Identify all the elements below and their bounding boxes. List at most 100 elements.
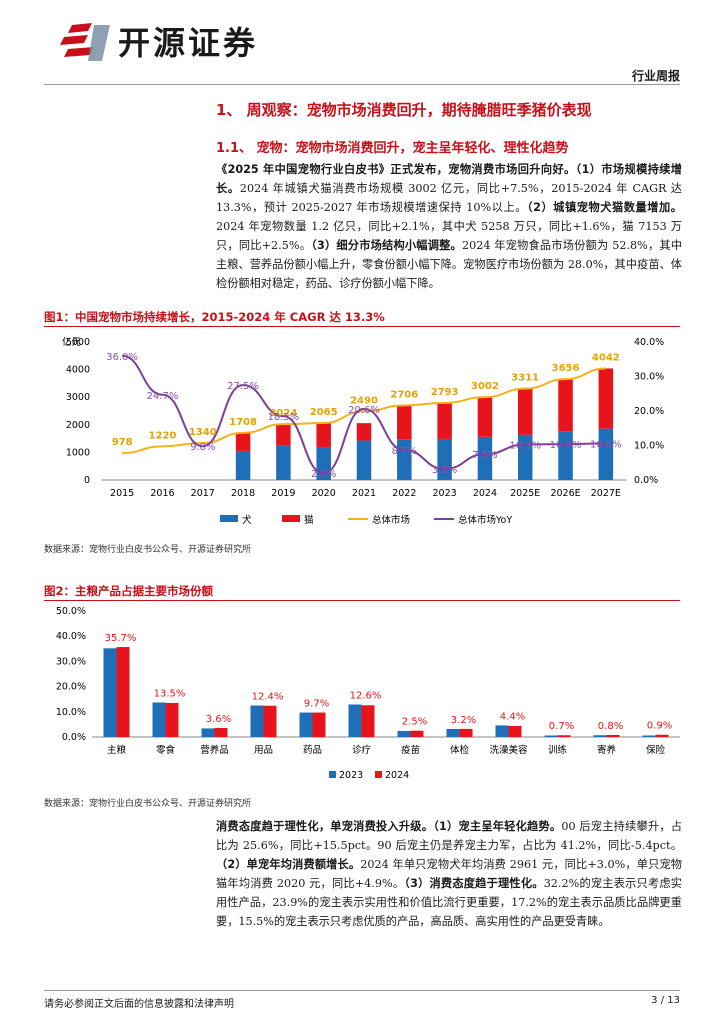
legend-swatch (329, 771, 336, 778)
data-label-2024: 35.7% (105, 633, 137, 644)
data-label-2024: 9.7% (304, 699, 329, 710)
bar-2023 (299, 712, 313, 737)
x-tick-label: 2021 (352, 488, 376, 499)
legend-label: 2024 (385, 770, 409, 781)
bar-cat (316, 423, 331, 448)
logo-icon (60, 23, 110, 61)
figure-2-chart: 0.0% 10.0% 20.0% 30.0% 40.0% 50.0% 主粮 35.7% 零食 13… (56, 606, 680, 781)
x-tick-label: 2025E (510, 488, 540, 499)
x-tick-label: 主粮 (107, 744, 127, 756)
y2-tick-label: 40.0% (634, 337, 664, 348)
line-total-market (122, 367, 606, 455)
x-tick-label: 药品 (303, 745, 322, 756)
x-tick-label: 2026E (550, 488, 580, 499)
bar-2024 (410, 730, 424, 737)
legend-swatch (282, 515, 300, 522)
data-label-yoy: 9.8% (190, 442, 215, 453)
bar-dog (276, 445, 291, 480)
header-divider (44, 84, 680, 85)
x-tick-label: 疫苗 (401, 744, 420, 756)
bar-cat (517, 388, 533, 435)
x-tick-label: 用品 (254, 745, 273, 756)
bar-dog (477, 436, 493, 480)
y-tick-label: 10.0% (56, 707, 86, 718)
page-number: 3 / 13 (651, 995, 680, 1006)
section-heading: 1、 周观察：宠物市场消费回升，期待腌腊旺季猪价表现 (216, 101, 592, 119)
bar-2024 (459, 728, 473, 737)
bar-2024 (557, 735, 571, 737)
x-tick-label: 2018 (231, 488, 255, 499)
x-tick-label: 2016 (150, 488, 174, 499)
bar-2024 (214, 727, 228, 737)
x-tick-label: 2020 (312, 488, 336, 499)
data-label-yoy: 10.3% (509, 440, 541, 451)
data-label-total: 2065 (310, 407, 338, 418)
legend-label: 猫 (304, 514, 314, 526)
bar-2023 (201, 728, 215, 737)
y-tick-label: 4000 (66, 365, 90, 376)
bar-2024 (165, 702, 179, 737)
y-tick-label: 50.0% (56, 606, 86, 617)
bar-2024 (508, 725, 522, 737)
body-paragraph-1: 《2025 年中国宠物行业白皮书》正式发布，宠物消费市场回升向好。（1）市场规模… (216, 163, 683, 290)
legend-label: 总体市场 (372, 514, 410, 526)
data-label-total: 978 (112, 437, 133, 448)
bar-cat (558, 379, 573, 432)
data-label-2024: 13.5% (154, 688, 186, 699)
body-paragraph-2: 消费态度趋于理性化，单宠消费投入升级。（1）宠主呈年轻化趋势。00 后宠主持续攀… (216, 820, 683, 928)
data-label-2024: 12.4% (252, 692, 284, 703)
data-label-total: 3656 (552, 363, 580, 374)
x-tick-label: 营养品 (200, 744, 229, 756)
x-tick-label: 诊疗 (352, 744, 372, 756)
bar-cat (598, 368, 614, 429)
y-tick-label: 0 (84, 475, 90, 486)
footer-disclaimer: 请务必参阅正文后面的信息披露和法律声明 (44, 999, 234, 1010)
data-label-total: 1340 (189, 427, 217, 438)
data-label-total: 2706 (390, 389, 418, 400)
data-label-yoy: 8.7% (392, 446, 417, 457)
bar-cat (276, 424, 291, 446)
data-label-yoy: 10.6% (590, 439, 622, 450)
bar-2023 (544, 735, 558, 737)
bar-2024 (312, 712, 326, 737)
legend-swatch (220, 515, 238, 522)
y-tick-label: 30.0% (56, 656, 86, 667)
x-tick-label: 2017 (191, 488, 215, 499)
data-label-yoy: 24.7% (147, 391, 179, 402)
bar-cat (235, 432, 251, 451)
data-label-total: 2793 (431, 387, 459, 398)
y-tick-label: 0.0% (62, 732, 86, 743)
y-axis-unit: 亿元 (62, 336, 82, 348)
bar-2023 (495, 725, 509, 737)
bar-2023 (152, 702, 166, 737)
figure-1-title: 图1：中国宠物市场持续增长，2015-2024 年 CAGR 达 13.3% (44, 310, 385, 324)
bar-2023 (642, 735, 656, 737)
data-label-total: 4042 (592, 352, 620, 363)
data-label-2024: 12.6% (350, 690, 382, 701)
bar-2024 (606, 734, 620, 737)
x-tick-label: 2015 (110, 488, 134, 499)
bar-dog (558, 431, 573, 480)
bar-dog (356, 440, 372, 480)
data-label-total: 3002 (471, 381, 499, 392)
data-label-2024: 3.6% (206, 714, 231, 725)
bar-2023 (103, 648, 117, 737)
data-label-2024: 0.7% (549, 721, 574, 732)
x-tick-label: 2019 (271, 488, 295, 499)
bar-dog (517, 434, 533, 480)
figure-2-source: 数据来源：宠物行业白皮书公众号、开源证券研究所 (44, 799, 252, 809)
bar-2023 (593, 735, 607, 737)
bar-cat (397, 405, 412, 440)
data-label-yoy: 3.2% (432, 465, 457, 476)
line-total-market-yoy (121, 354, 606, 475)
report-type: 行业周报 (631, 69, 680, 83)
legend-swatch (375, 771, 382, 778)
data-label-yoy: 27.5% (227, 381, 259, 392)
bar-2023 (397, 730, 411, 737)
bar-2023 (348, 704, 362, 737)
data-label-yoy: 36.0% (106, 352, 138, 363)
bar-2024 (655, 734, 669, 737)
data-label-total: 2490 (350, 395, 378, 406)
data-label-yoy: 2.0% (311, 469, 336, 480)
data-label-2024: 0.9% (647, 721, 672, 732)
